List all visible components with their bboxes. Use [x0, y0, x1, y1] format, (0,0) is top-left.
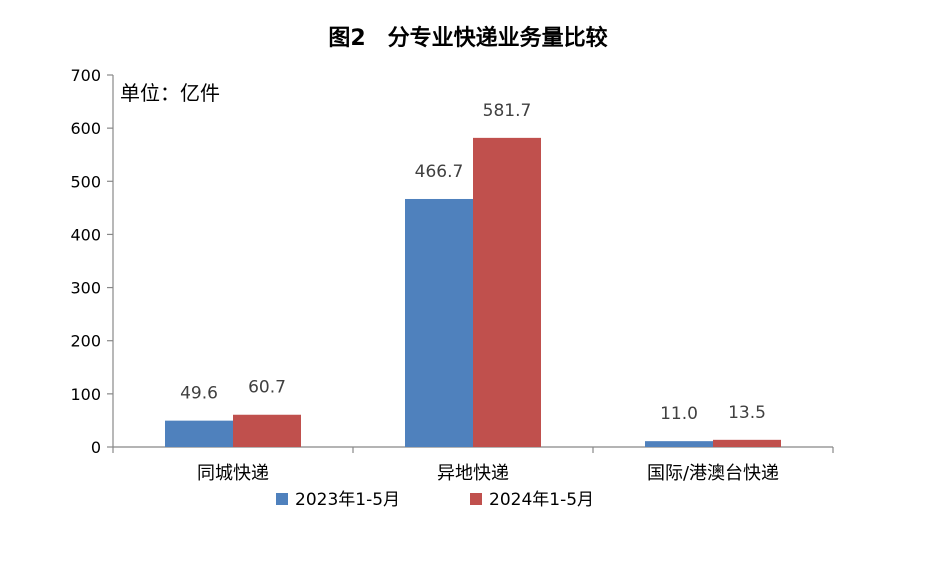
x-category-label: 同城快递: [197, 463, 269, 484]
data-label: 13.5: [728, 403, 766, 423]
bar: [645, 441, 713, 447]
data-label: 49.6: [180, 384, 218, 404]
bar: [473, 137, 541, 448]
bars: [165, 137, 781, 448]
data-label: 466.7: [415, 162, 464, 182]
y-tick-label: 100: [70, 385, 101, 404]
legend-label: 2023年1-5月: [295, 490, 400, 510]
legend-swatch: [470, 493, 482, 505]
bar: [233, 414, 301, 447]
y-tick-label: 300: [70, 279, 101, 298]
legend: 2023年1-5月 2024年1-5月: [276, 490, 594, 510]
y-tick-label: 0: [91, 438, 101, 457]
bar: [713, 439, 781, 447]
unit-label: 单位：亿件: [120, 81, 220, 105]
bar: [405, 198, 473, 447]
y-tick-label: 600: [70, 119, 101, 138]
y-tick-label: 200: [70, 332, 101, 351]
x-category-label: 国际/港澳台快递: [647, 463, 779, 484]
y-tick-label: 500: [70, 172, 101, 191]
data-label: 11.0: [660, 404, 698, 424]
bar: [165, 420, 233, 447]
y-tick-label: 700: [70, 66, 101, 85]
axes: 0 100 200 300 400 500 600 700 同城快递 异地快递 国际/港澳台快递: [70, 66, 834, 484]
data-label: 60.7: [248, 378, 286, 398]
chart-title: 图2 分专业快递业务量比较: [328, 25, 607, 51]
data-label: 581.7: [483, 101, 532, 121]
legend-swatch: [276, 493, 288, 505]
x-category-label: 异地快递: [437, 463, 509, 484]
legend-label: 2024年1-5月: [489, 490, 594, 510]
y-tick-label: 400: [70, 225, 101, 244]
data-labels: 49.6 466.7 11.0 60.7 581.7 13.5: [180, 101, 766, 424]
